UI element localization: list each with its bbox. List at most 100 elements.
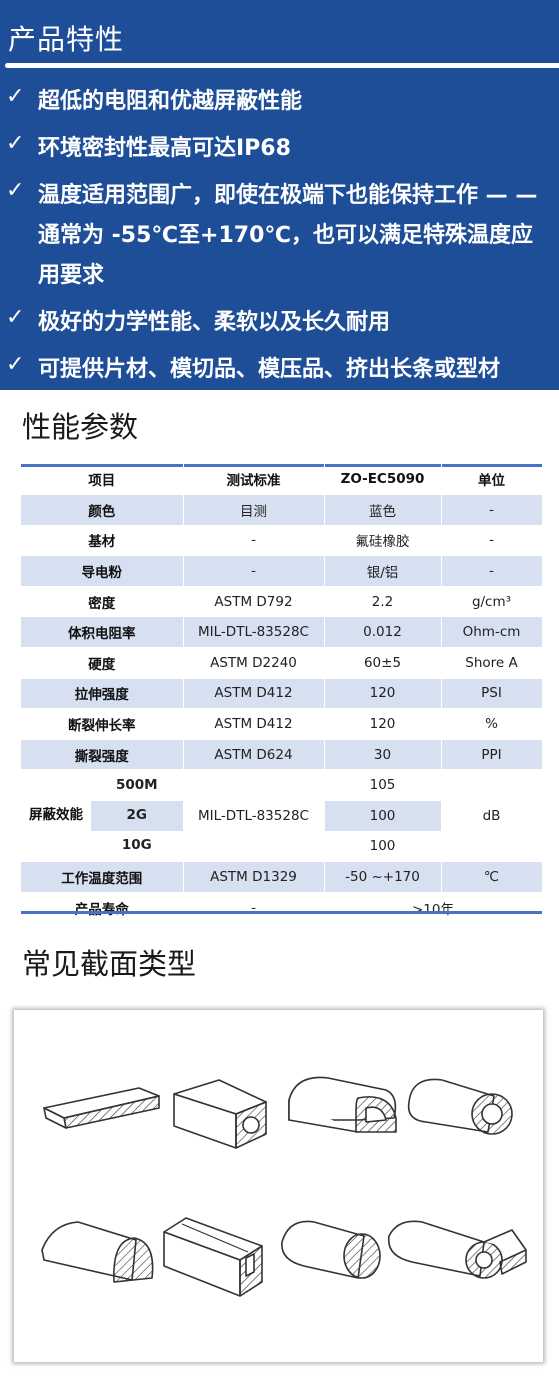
row-standard: ASTM D792 bbox=[183, 586, 325, 618]
header-item: 项目 bbox=[21, 464, 184, 495]
header-standard: 测试标准 bbox=[183, 464, 325, 495]
row-name: 基材 bbox=[21, 525, 184, 557]
feature-text: 环境密封性最高可达IP68 bbox=[38, 136, 291, 161]
d-solid-profile bbox=[41, 1221, 154, 1283]
feature-item: ✓ 极好的力学性能、柔软以及长久耐用 bbox=[0, 303, 559, 343]
shielding-name: 屏蔽效能 bbox=[29, 807, 83, 824]
row-unit: Shore A bbox=[441, 647, 543, 679]
row-value: 60±5 bbox=[324, 647, 442, 679]
row-name: 工作温度范围 bbox=[21, 861, 184, 893]
row-unit: PSI bbox=[441, 678, 543, 710]
shielding-freq: 500M bbox=[115, 777, 158, 794]
row-value: 0.012 bbox=[324, 616, 442, 648]
feature-list: ✓ 超低的电阻和优越屏蔽性能 ✓ 环境密封性最高可达IP68 ✓ 温度适用范围广… bbox=[0, 82, 559, 397]
row-value: 2.2 bbox=[324, 586, 442, 618]
row-name: 撕裂强度 bbox=[21, 739, 184, 771]
check-icon: ✓ bbox=[6, 305, 25, 330]
shielding-row: 100 bbox=[21, 800, 542, 832]
feature-text: 极好的力学性能、柔软以及长久耐用 bbox=[38, 310, 391, 335]
header-unit: 单位 bbox=[441, 464, 543, 495]
row-standard: ASTM D2240 bbox=[183, 647, 325, 679]
table-row: 体积电阻率 MIL-DTL-83528C 0.012 Ohm-cm bbox=[21, 616, 543, 648]
table-row: 撕裂强度 ASTM D624 30 PPI bbox=[21, 739, 543, 771]
feature-item: ✓ 温度适用范围广，即使在极端下也能保持工作 — —通常为 -55℃至+170℃… bbox=[0, 176, 559, 296]
row-standard: 目测 bbox=[183, 494, 325, 526]
row-standard: - bbox=[183, 555, 325, 587]
row-unit: - bbox=[441, 525, 543, 557]
tube-profile bbox=[407, 1078, 513, 1135]
feature-item: ✓ 环境密封性最高可达IP68 bbox=[0, 129, 559, 169]
feature-text: 可提供片材、模切品、模压品、挤出长条或型材 bbox=[38, 357, 501, 382]
row-value: 氟硅橡胶 bbox=[324, 525, 442, 557]
spec-section-title: 性能参数 bbox=[22, 410, 139, 444]
row-name: 产品寿命 bbox=[21, 892, 184, 924]
flat-strip-profile bbox=[43, 1087, 160, 1129]
row-unit: PPI bbox=[441, 739, 543, 771]
shielding-unit: dB bbox=[441, 769, 543, 863]
row-unit: % bbox=[441, 708, 543, 740]
row-value: 120 bbox=[324, 678, 442, 710]
shielding-freq: 2G bbox=[91, 800, 183, 831]
header-product: ZO-EC5090 bbox=[324, 464, 442, 495]
table-row: 基材 - 氟硅橡胶 - bbox=[21, 525, 543, 557]
row-standard: ASTM D624 bbox=[183, 739, 325, 771]
feature-item: ✓ 可提供片材、模切品、模压品、挤出长条或型材 bbox=[0, 350, 559, 390]
row-standard: - bbox=[183, 892, 325, 924]
check-icon: ✓ bbox=[6, 131, 25, 156]
row-value: >10年 bbox=[324, 892, 543, 924]
table-row: 导电粉 - 银/铝 - bbox=[21, 555, 543, 587]
feature-item: ✓ 超低的电阻和优越屏蔽性能 bbox=[0, 82, 559, 122]
square-hollow-profile bbox=[173, 1079, 267, 1149]
shielding-value: 100 bbox=[324, 800, 442, 832]
table-bottom-rule bbox=[21, 911, 542, 914]
profile-diagram bbox=[14, 1010, 543, 1362]
round-profile bbox=[281, 1220, 381, 1279]
channel-profile bbox=[163, 1217, 263, 1297]
table-row: 工作温度范围 ASTM D1329 -50 ~+170 ℃ bbox=[21, 861, 543, 893]
row-value: 蓝色 bbox=[324, 494, 442, 526]
row-name: 密度 bbox=[21, 586, 184, 618]
row-name: 拉伸强度 bbox=[21, 678, 184, 710]
spec-table: 项目 测试标准 ZO-EC5090 单位 颜色 目测 蓝色 - 基材 - 氟硅橡… bbox=[21, 464, 543, 924]
row-unit: Ohm-cm bbox=[441, 616, 543, 648]
row-name: 导电粉 bbox=[21, 555, 184, 587]
shielding-value: 105 bbox=[324, 769, 442, 801]
row-unit: g/cm³ bbox=[441, 586, 543, 618]
d-hollow-profile bbox=[288, 1076, 397, 1133]
row-value: -50 ~+170 bbox=[324, 861, 442, 893]
row-standard: ASTM D1329 bbox=[183, 861, 325, 893]
feature-title: 产品特性 bbox=[8, 23, 125, 56]
table-header-row: 项目 测试标准 ZO-EC5090 单位 bbox=[21, 464, 543, 495]
row-value: 30 bbox=[324, 739, 442, 771]
row-value: 银/铝 bbox=[324, 555, 442, 587]
profiles-section-title: 常见截面类型 bbox=[22, 947, 197, 981]
check-icon: ✓ bbox=[6, 178, 25, 203]
check-icon: ✓ bbox=[6, 84, 25, 109]
row-standard: - bbox=[183, 525, 325, 557]
feature-panel: 产品特性 ✓ 超低的电阻和优越屏蔽性能 ✓ 环境密封性最高可达IP68 ✓ 温度… bbox=[0, 0, 559, 390]
shielding-freq: 10G bbox=[121, 836, 152, 853]
table-row: 产品寿命 - >10年 bbox=[21, 892, 543, 924]
table-row: 断裂伸长率 ASTM D412 120 % bbox=[21, 708, 543, 740]
row-name: 硬度 bbox=[21, 647, 184, 679]
profile-drawings bbox=[41, 1076, 527, 1297]
row-unit: - bbox=[441, 494, 543, 526]
row-standard: ASTM D412 bbox=[183, 678, 325, 710]
shielding-cell: 屏蔽效能 500M 2G 10G bbox=[21, 769, 184, 863]
shielding-value: 100 bbox=[324, 831, 442, 863]
row-unit: - bbox=[441, 555, 543, 587]
feature-text: 温度适用范围广，即使在极端下也能保持工作 — —通常为 -55℃至+170℃，也… bbox=[38, 183, 538, 288]
row-name: 颜色 bbox=[21, 494, 184, 526]
row-name: 体积电阻率 bbox=[21, 616, 184, 648]
table-row: 硬度 ASTM D2240 60±5 Shore A bbox=[21, 647, 543, 679]
row-standard: MIL-DTL-83528C bbox=[183, 616, 325, 648]
shielding-standard: MIL-DTL-83528C bbox=[183, 769, 325, 863]
row-unit: ℃ bbox=[441, 861, 543, 893]
check-icon: ✓ bbox=[6, 352, 25, 377]
row-value: 120 bbox=[324, 708, 442, 740]
row-name: 断裂伸长率 bbox=[21, 708, 184, 740]
feature-divider bbox=[5, 63, 559, 68]
table-row: 密度 ASTM D792 2.2 g/cm³ bbox=[21, 586, 543, 618]
table-row: 颜色 目测 蓝色 - bbox=[21, 494, 543, 526]
p-profile bbox=[387, 1220, 527, 1279]
